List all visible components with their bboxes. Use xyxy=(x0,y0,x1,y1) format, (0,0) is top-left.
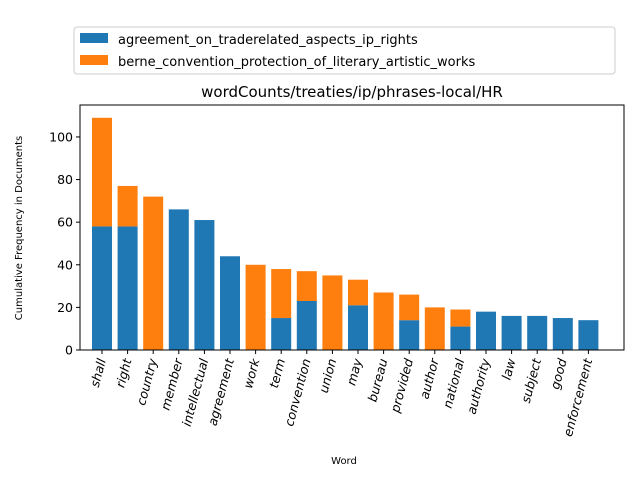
y-tick-label: 0 xyxy=(65,343,73,358)
bar-national-series-2 xyxy=(450,309,471,327)
legend-swatch-series-2 xyxy=(80,55,108,65)
y-tick-label: 40 xyxy=(57,257,73,272)
bar-convention-series-1 xyxy=(296,301,317,350)
y-tick-label: 100 xyxy=(49,129,73,144)
chart-title: wordCounts/treaties/ip/phrases-local/HR xyxy=(201,83,503,101)
legend-swatch-series-1 xyxy=(80,33,108,43)
x-tick-label-work: work xyxy=(240,356,263,390)
bar-provided-series-2 xyxy=(399,294,420,321)
y-tick-label: 80 xyxy=(57,172,73,187)
x-tick-label-good: good xyxy=(547,357,570,391)
x-tick-label-union: union xyxy=(316,357,340,395)
bar-good-series-1 xyxy=(552,318,573,350)
x-tick-label-law: law xyxy=(498,356,518,381)
bar-shall-series-2 xyxy=(92,117,112,227)
x-tick-label-member: member xyxy=(158,356,186,412)
legend: agreement_on_traderelated_aspects_ip_rig… xyxy=(73,26,616,75)
x-tick-label-may: may xyxy=(343,356,365,387)
bar-right-series-2 xyxy=(117,185,138,227)
legend-label-series-2: berne_convention_protection_of_literary_… xyxy=(118,55,475,70)
y-tick-label: 20 xyxy=(57,300,73,315)
y-tick-label: 60 xyxy=(57,215,73,230)
x-tick-label-bureau: bureau xyxy=(365,357,391,404)
x-tick-label-right: right xyxy=(112,356,134,389)
x-tick-label-shall: shall xyxy=(87,356,109,388)
bar-authority-series-1 xyxy=(476,311,496,350)
bar-provided-series-1 xyxy=(399,320,420,350)
y-axis: 0 20 40 60 80 100 xyxy=(49,129,80,358)
bar-author-series-2 xyxy=(424,307,445,350)
bar-shall-series-1 xyxy=(92,226,112,350)
bars-group xyxy=(92,117,599,350)
bar-country-series-2 xyxy=(143,196,164,350)
bar-term-series-1 xyxy=(271,318,292,350)
x-tick-label-authority: authority xyxy=(464,356,493,415)
bar-law-series-1 xyxy=(501,315,522,350)
bar-member-series-1 xyxy=(168,209,189,350)
bar-national-series-1 xyxy=(450,326,471,350)
x-tick-label-term: term xyxy=(266,357,288,390)
x-tick-label-author: author xyxy=(417,356,442,401)
x-axis-label: Word xyxy=(331,456,357,467)
bar-term-series-2 xyxy=(271,269,292,319)
bar-bureau-series-2 xyxy=(373,292,394,350)
bar-subject-series-1 xyxy=(527,315,548,350)
bar-may-series-2 xyxy=(348,279,368,306)
plot-frame xyxy=(79,104,625,351)
bar-intellectual-series-1 xyxy=(194,220,215,350)
x-tick-label-country: country xyxy=(133,356,160,407)
bar-union-series-2 xyxy=(322,275,343,350)
bar-convention-series-2 xyxy=(296,271,317,301)
bar-right-series-1 xyxy=(117,226,138,350)
bar-may-series-1 xyxy=(348,305,368,350)
bar-agreement-series-1 xyxy=(220,256,240,350)
x-tick-label-national: national xyxy=(440,356,468,409)
y-axis-label: Cumulative Frequency in Documents xyxy=(14,136,25,320)
bar-enforcement-series-1 xyxy=(578,320,599,350)
legend-box xyxy=(73,26,616,75)
x-tick-label-subject: subject xyxy=(518,356,544,405)
bar-work-series-2 xyxy=(245,264,266,350)
x-axis: shall rightcountrymemberintellectualagree… xyxy=(87,350,596,438)
x-tick-label-provided: provided xyxy=(387,357,416,415)
legend-label-series-1: agreement_on_traderelated_aspects_ip_rig… xyxy=(118,33,418,48)
